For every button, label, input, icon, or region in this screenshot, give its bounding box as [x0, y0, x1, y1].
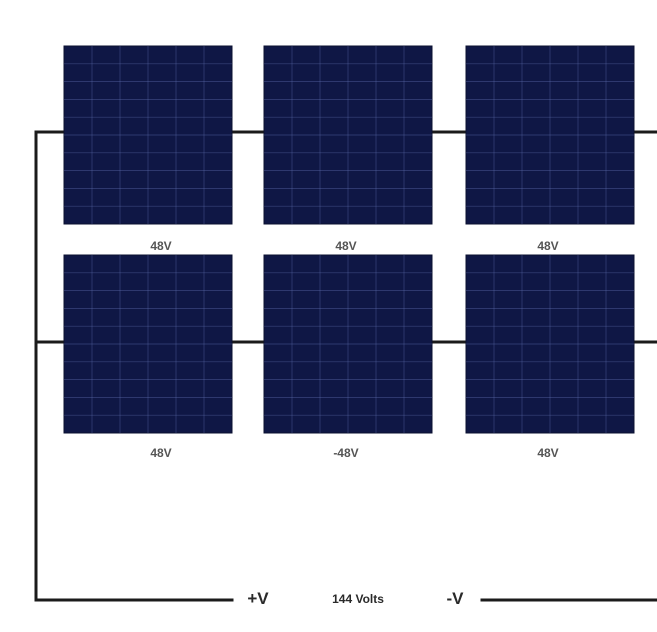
solar-panel-row2-2: [263, 254, 433, 434]
panel-label-r2-c2: -48V: [333, 446, 358, 460]
output-labels: +V 144 Volts -V: [247, 589, 464, 608]
panels-layer: [63, 45, 635, 434]
panel-label-r2-c3: 48V: [537, 446, 558, 460]
solar-panel-row1-2: [263, 45, 433, 225]
total-voltage-label: 144 Volts: [332, 592, 384, 606]
wiring: [34, 130, 657, 602]
negative-terminal-label: -V: [447, 589, 465, 608]
solar-panel-row1-1: [63, 45, 233, 225]
solar-panel-row2-3: [465, 254, 635, 434]
panel-label-r1-c3: 48V: [537, 239, 558, 253]
panel-label-r1-c1: 48V: [150, 239, 171, 253]
panel-labels: 48V 48V 48V 48V -48V 48V: [150, 239, 558, 460]
panel-label-r2-c1: 48V: [150, 446, 171, 460]
solar-panel-row2-1: [63, 254, 233, 434]
solar-panel-row1-3: [465, 45, 635, 225]
panel-label-r1-c2: 48V: [335, 239, 356, 253]
positive-terminal-label: +V: [247, 589, 269, 608]
